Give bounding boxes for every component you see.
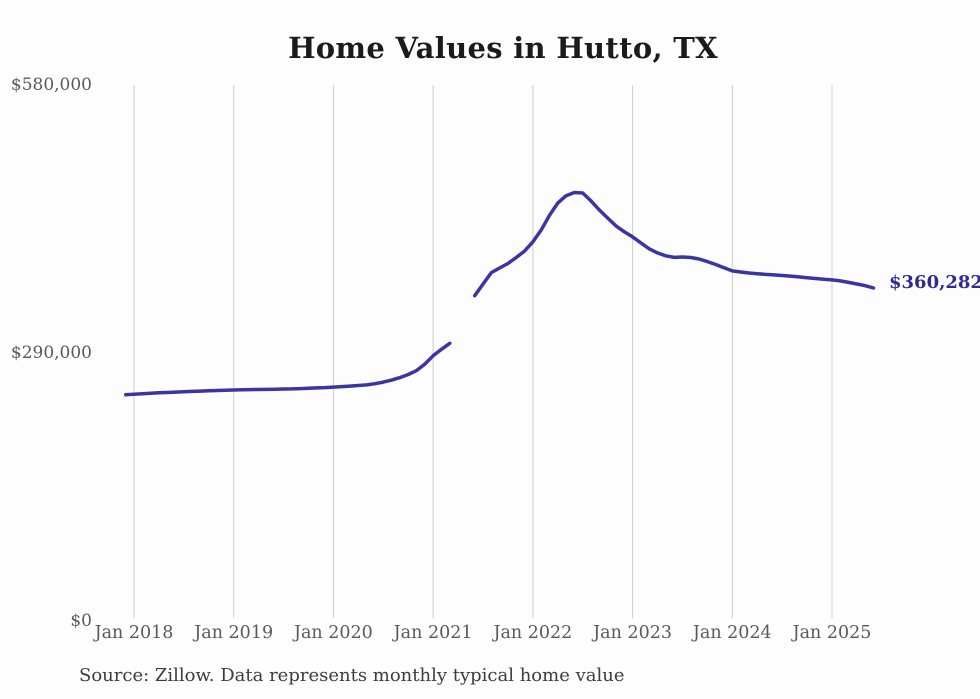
y-axis-tick-0: $0 [70,611,92,631]
chart-title: Home Values in Hutto, TX [288,31,718,65]
x-axis-tick-jan-2018: Jan 2018 [94,623,174,643]
home-value-line [123,190,876,397]
x-axis-tick-jan-2022: Jan 2022 [493,623,573,643]
x-axis-tick-jan-2023: Jan 2023 [593,623,672,643]
current-value-label: $360,282 [889,272,980,293]
y-axis-tick-580000: $580,000 [10,75,92,95]
x-axis-tick-jan-2024: Jan 2024 [692,623,772,643]
x-axis-tick-jan-2025: Jan 2025 [792,623,872,643]
source-note: Source: Zillow. Data represents monthly … [79,665,625,686]
x-axis-tick-jan-2021: Jan 2021 [393,623,473,643]
y-axis-tick-290000: $290,000 [10,343,92,363]
x-axis-tick-jan-2019: Jan 2019 [194,623,274,643]
x-axis-tick-jan-2020: Jan 2020 [293,623,373,643]
